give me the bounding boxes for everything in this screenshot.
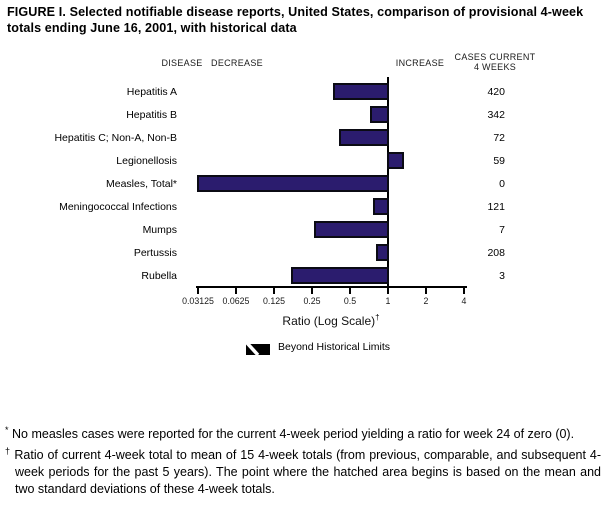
axis-tick (311, 286, 313, 294)
legend: Beyond Historical Limits (245, 340, 391, 356)
axis-tick-label: 0.03125 (182, 296, 214, 306)
x-axis-line (196, 286, 467, 288)
legend-label: Beyond Historical Limits (278, 341, 391, 353)
disease-bar (290, 267, 389, 284)
cases-value: 0 (499, 177, 505, 190)
cases-value: 7 (499, 223, 505, 236)
axis-tick-label: 0.5 (343, 296, 357, 306)
dagger-superscript: † (375, 313, 380, 322)
column-header-increase: INCREASE (395, 58, 445, 68)
disease-label: Hepatitis C; Non-A, Non-B (54, 131, 177, 144)
asterisk-marker: * (5, 425, 9, 435)
disease-label: Hepatitis A (126, 85, 177, 98)
axis-tick (273, 286, 275, 294)
disease-label: Legionellosis (116, 154, 177, 167)
footnotes: * No measles cases were reported for the… (5, 422, 601, 498)
disease-bar (197, 175, 389, 192)
column-header-cases-line1: CASES CURRENT (454, 52, 536, 62)
disease-label: Hepatitis B (126, 108, 177, 121)
figure-title: FIGURE I. Selected notifiable disease re… (7, 5, 584, 35)
disease-label: Measles, Total* (105, 177, 177, 190)
disease-bar (375, 244, 389, 261)
axis-tick (425, 286, 427, 294)
disease-label: Rubella (141, 269, 177, 282)
axis-tick-label: 0.0625 (222, 296, 250, 306)
axis-tick-label: 2 (423, 296, 429, 306)
axis-tick (349, 286, 351, 294)
axis-tick-label: 0.125 (262, 296, 285, 306)
cases-value: 342 (487, 108, 505, 121)
axis-tick (463, 286, 465, 294)
disease-label: Pertussis (133, 246, 177, 259)
axis-tick (387, 286, 389, 294)
cases-value: 420 (487, 85, 505, 98)
column-header-cases-line2: 4 WEEKS (473, 62, 517, 72)
footnote-measles: * No measles cases were reported for the… (5, 425, 575, 442)
axis-tick-label: 4 (461, 296, 467, 306)
axis-tick-label: 1 (385, 296, 391, 306)
disease-label: Mumps (142, 223, 177, 236)
beyond-historical-limits-hatched-swatch-icon (245, 341, 270, 356)
cases-value: 3 (499, 269, 505, 282)
column-header-disease: DISEASE (161, 58, 203, 68)
cases-value: 208 (487, 246, 505, 259)
disease-label: Meningococcal Infections (59, 200, 177, 213)
axis-tick (235, 286, 237, 294)
footnote-ratio: † Ratio of current 4-week total to mean … (5, 446, 601, 497)
disease-bar (372, 198, 389, 215)
disease-bar (387, 152, 404, 169)
dagger-marker: † (5, 446, 11, 457)
column-header-cases: CASES CURRENT 4 WEEKS (440, 52, 550, 72)
cases-value: 72 (493, 131, 505, 144)
cases-value: 121 (487, 200, 505, 213)
disease-bar (339, 129, 389, 146)
axis-tick-label: 0.25 (303, 296, 321, 306)
disease-bar (333, 83, 389, 100)
column-header-decrease: DECREASE (211, 58, 263, 68)
x-axis-label: Ratio (Log Scale)† (282, 313, 380, 328)
cases-value: 59 (493, 154, 505, 167)
disease-bar (314, 221, 389, 238)
disease-bar (369, 106, 389, 123)
axis-tick (197, 286, 199, 294)
